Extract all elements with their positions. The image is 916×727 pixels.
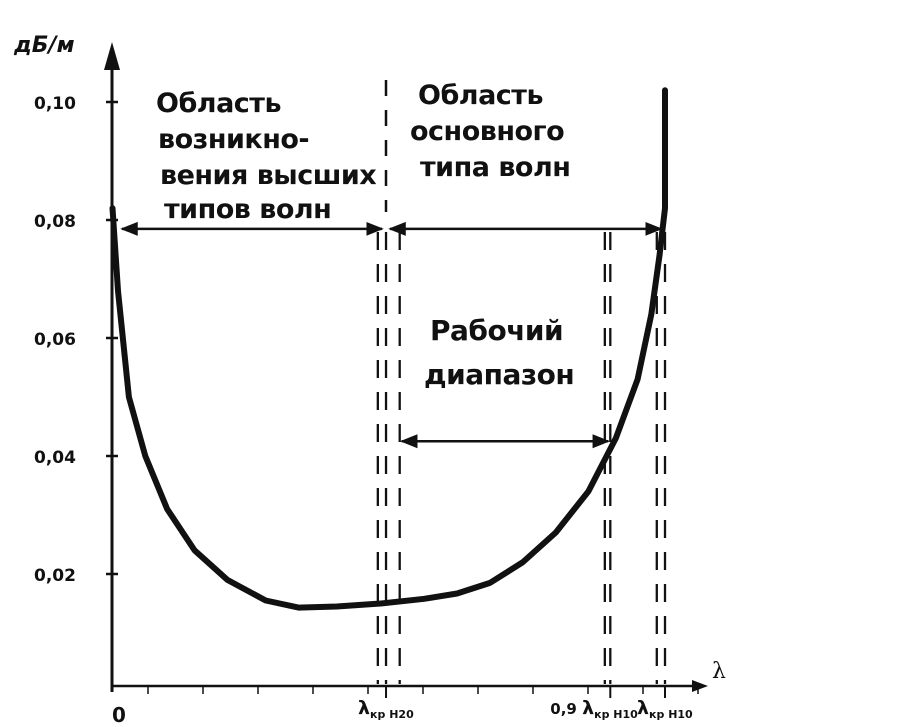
dashed-guides — [376, 232, 667, 684]
y-axis-arrow-icon — [104, 42, 120, 70]
left-region-label: Область возникно- вения высших типов вол… — [156, 88, 385, 225]
y-tick-label: 0,10 — [34, 94, 76, 114]
y-tick-label: 0,02 — [34, 566, 76, 586]
working-range-label: Рабочий диапазон — [424, 314, 574, 391]
y-tick-label: 0,08 — [34, 212, 76, 232]
left-region-line-2: возникно- — [158, 124, 309, 155]
x-minor-ticks — [147, 686, 699, 694]
right-region-line-1: Область — [418, 80, 543, 111]
left-region-line-1: Область — [156, 88, 281, 119]
y-ticks: 0,10 0,08 0,06 0,04 0,02 — [34, 94, 118, 586]
y-tick-label: 0,04 — [34, 448, 76, 468]
x-marker-label-h20: λкр Н20 — [358, 697, 414, 721]
x-markers: λкр Н20 0,9 λкр Н10 λкр Н10 — [358, 686, 693, 721]
x-axis-arrow-icon — [692, 680, 708, 692]
origin-label: 0 — [112, 703, 126, 727]
y-axis-label: дБ/м — [13, 33, 75, 58]
right-region-line-3: типа волн — [420, 152, 570, 183]
left-region-line-4: типов волн — [164, 194, 331, 225]
attenuation-curve — [109, 87, 668, 611]
working-range-line-2: диапазон — [424, 358, 574, 391]
right-region-label: Область основного типа волн — [410, 80, 573, 183]
x-axis-label: λ — [712, 659, 726, 684]
working-range-line-1: Рабочий — [430, 314, 563, 347]
x-marker-label-h10_09: 0,9 λкр Н10 — [550, 697, 638, 721]
y-tick-label: 0,06 — [34, 330, 76, 350]
x-marker-label-h10: λкр Н10 — [637, 697, 693, 721]
left-region-line-3: вения высших — [160, 160, 376, 191]
right-region-line-2: основного — [410, 116, 564, 147]
